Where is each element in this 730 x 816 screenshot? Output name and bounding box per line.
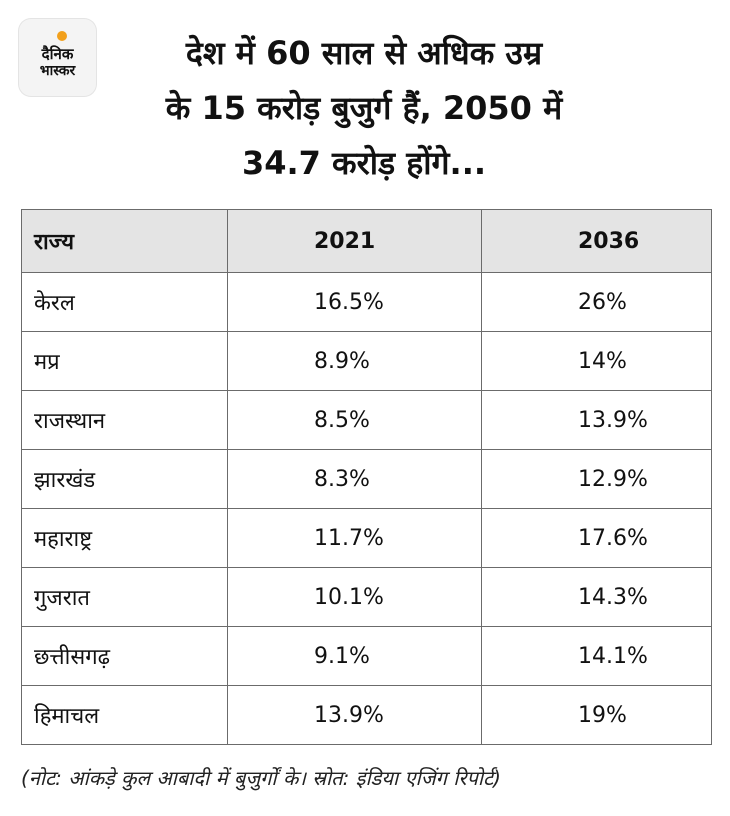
cell-2036: 17.6% bbox=[481, 508, 712, 568]
brand-name-line2: भास्कर bbox=[39, 63, 76, 79]
cell-2036: 14.1% bbox=[481, 626, 712, 686]
page-title: देश में 60 साल से अधिक उम्र के 15 करोड़ … bbox=[102, 26, 626, 191]
title-line-3: 34.7 करोड़ होंगे... bbox=[241, 144, 487, 182]
header-2021: 2021 bbox=[227, 209, 482, 273]
table-row: गुजरात 10.1% 14.3% bbox=[21, 567, 712, 627]
cell-2036: 26% bbox=[481, 272, 712, 332]
source-footnote: (नोट: आंकड़े कुल आबादी में बुजुर्गों के।… bbox=[21, 766, 501, 790]
title-line-1: देश में 60 साल से अधिक उम्र bbox=[185, 34, 543, 72]
cell-state: छत्तीसगढ़ bbox=[21, 626, 228, 686]
table-row: केरल 16.5% 26% bbox=[21, 272, 712, 332]
table-row: मप्र 8.9% 14% bbox=[21, 331, 712, 391]
cell-2036: 12.9% bbox=[481, 449, 712, 509]
header-2036: 2036 bbox=[481, 209, 712, 273]
cell-2036: 14% bbox=[481, 331, 712, 391]
cell-2021: 10.1% bbox=[227, 567, 482, 627]
table-row: छत्तीसगढ़ 9.1% 14.1% bbox=[21, 626, 712, 686]
cell-state: मप्र bbox=[21, 331, 228, 391]
table-row: राजस्थान 8.5% 13.9% bbox=[21, 390, 712, 450]
cell-2021: 13.9% bbox=[227, 685, 482, 745]
cell-2021: 16.5% bbox=[227, 272, 482, 332]
cell-2021: 9.1% bbox=[227, 626, 482, 686]
cell-state: महाराष्ट्र bbox=[21, 508, 228, 568]
brand-logo[interactable]: दैनिक भास्कर bbox=[19, 19, 96, 96]
cell-2036: 13.9% bbox=[481, 390, 712, 450]
cell-2036: 19% bbox=[481, 685, 712, 745]
header-state: राज्य bbox=[21, 209, 228, 273]
cell-2021: 8.3% bbox=[227, 449, 482, 509]
title-line-2: के 15 करोड़ बुजुर्ग हैं, 2050 में bbox=[165, 89, 563, 127]
table-header-row: राज्य 2021 2036 bbox=[21, 209, 712, 273]
cell-2021: 8.9% bbox=[227, 331, 482, 391]
cell-2036: 14.3% bbox=[481, 567, 712, 627]
cell-state: केरल bbox=[21, 272, 228, 332]
elderly-population-table: राज्य 2021 2036 केरल 16.5% 26% मप्र 8.9%… bbox=[21, 209, 712, 745]
table-row: हिमाचल 13.9% 19% bbox=[21, 685, 712, 745]
brand-name-line1: दैनिक bbox=[41, 45, 74, 63]
cell-state: हिमाचल bbox=[21, 685, 228, 745]
cell-state: झारखंड bbox=[21, 449, 228, 509]
cell-state: राजस्थान bbox=[21, 390, 228, 450]
cell-state: गुजरात bbox=[21, 567, 228, 627]
sun-icon bbox=[57, 31, 67, 41]
table-row: महाराष्ट्र 11.7% 17.6% bbox=[21, 508, 712, 568]
table-row: झारखंड 8.3% 12.9% bbox=[21, 449, 712, 509]
cell-2021: 8.5% bbox=[227, 390, 482, 450]
cell-2021: 11.7% bbox=[227, 508, 482, 568]
